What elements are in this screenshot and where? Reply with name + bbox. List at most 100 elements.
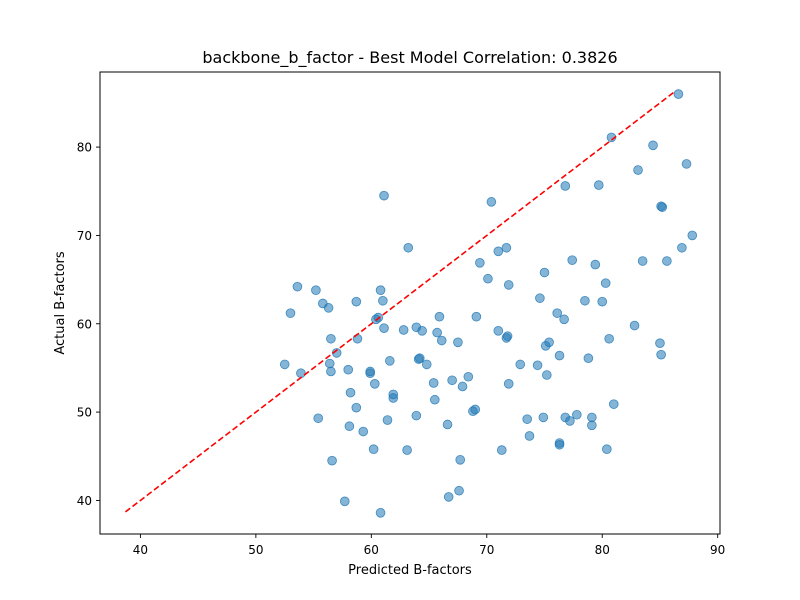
data-point: [375, 507, 386, 518]
data-point: [351, 296, 362, 307]
data-point: [292, 281, 303, 292]
data-point: [501, 242, 512, 253]
data-point: [323, 303, 334, 313]
data-point: [486, 197, 497, 207]
plot-area: [124, 89, 698, 518]
data-point: [421, 359, 432, 370]
data-point: [455, 454, 466, 465]
data-point: [483, 273, 493, 284]
data-point: [503, 379, 514, 389]
x-tick-label: 40: [133, 543, 148, 557]
data-point: [368, 444, 379, 455]
x-axis: 40 50 60 70 80 90: [133, 534, 725, 557]
data-point: [633, 165, 643, 175]
data-point: [375, 285, 386, 295]
data-point: [313, 413, 324, 424]
data-point: [572, 409, 582, 420]
data-point: [331, 348, 342, 358]
y-tick-label: 60: [77, 317, 92, 331]
data-point: [436, 335, 447, 346]
data-point: [587, 412, 597, 423]
data-point: [324, 358, 335, 369]
data-point: [673, 89, 684, 99]
data-point: [602, 444, 612, 455]
x-tick-label: 90: [710, 543, 725, 557]
data-point: [629, 320, 640, 331]
data-point: [493, 326, 504, 336]
data-point: [648, 140, 658, 151]
data-point: [559, 314, 569, 325]
data-point: [583, 353, 594, 364]
data-point: [552, 308, 563, 318]
data-point: [662, 256, 672, 266]
data-point: [453, 337, 463, 348]
data-point: [580, 295, 590, 306]
data-point: [384, 356, 395, 366]
data-point: [554, 439, 565, 450]
data-point: [554, 350, 565, 361]
data-point: [442, 419, 453, 430]
data-point: [687, 230, 698, 241]
data-point: [475, 258, 485, 268]
data-point: [434, 311, 445, 322]
data-point: [567, 255, 578, 265]
data-point: [344, 421, 355, 432]
x-axis-label: Predicted B-factors: [348, 563, 472, 578]
data-point: [470, 404, 481, 415]
data-point: [327, 455, 337, 466]
data-point: [428, 378, 439, 388]
data-point: [593, 180, 604, 190]
data-point: [560, 181, 571, 191]
data-point: [677, 242, 687, 253]
data-point: [637, 256, 648, 266]
data-point: [285, 308, 296, 318]
data-point: [496, 445, 507, 455]
data-point: [542, 370, 552, 380]
data-point: [398, 325, 409, 335]
data-point: [493, 246, 504, 257]
data-point: [378, 295, 388, 306]
data-point: [296, 368, 306, 379]
x-tick-label: 60: [364, 543, 379, 557]
data-point: [471, 311, 482, 322]
x-tick-label: 50: [248, 543, 263, 557]
data-point: [544, 337, 554, 348]
data-point: [503, 280, 514, 290]
data-point: [463, 371, 474, 382]
data-point: [532, 360, 543, 371]
data-point: [365, 368, 375, 379]
reference-line: [124, 91, 675, 513]
data-point: [415, 353, 425, 364]
data-point: [417, 326, 427, 336]
data-point: [515, 359, 526, 370]
data-point: [311, 285, 321, 295]
data-point: [600, 278, 611, 288]
data-point: [343, 364, 354, 375]
x-tick-label: 70: [479, 543, 494, 557]
data-point: [524, 431, 535, 441]
data-point: [590, 259, 601, 270]
data-point: [403, 242, 414, 253]
x-tick-label: 80: [595, 543, 610, 557]
data-point: [655, 338, 665, 348]
data-point: [345, 387, 356, 398]
data-point: [352, 333, 363, 344]
data-point: [608, 399, 619, 409]
data-point: [351, 402, 362, 413]
data-point: [411, 410, 422, 421]
data-point: [502, 331, 513, 341]
data-point: [656, 349, 666, 360]
data-point: [597, 296, 608, 307]
data-point: [604, 333, 614, 344]
data-point: [379, 190, 389, 201]
data-point: [457, 381, 468, 392]
data-point: [538, 412, 549, 423]
data-point: [447, 375, 457, 386]
y-tick-label: 70: [77, 229, 92, 243]
y-tick-label: 40: [77, 494, 92, 508]
data-point: [379, 323, 389, 333]
y-axis: 40 50 60 70 80: [77, 141, 100, 508]
chart-title: backbone_b_factor - Best Model Correlati…: [202, 48, 617, 68]
data-point: [369, 379, 380, 389]
